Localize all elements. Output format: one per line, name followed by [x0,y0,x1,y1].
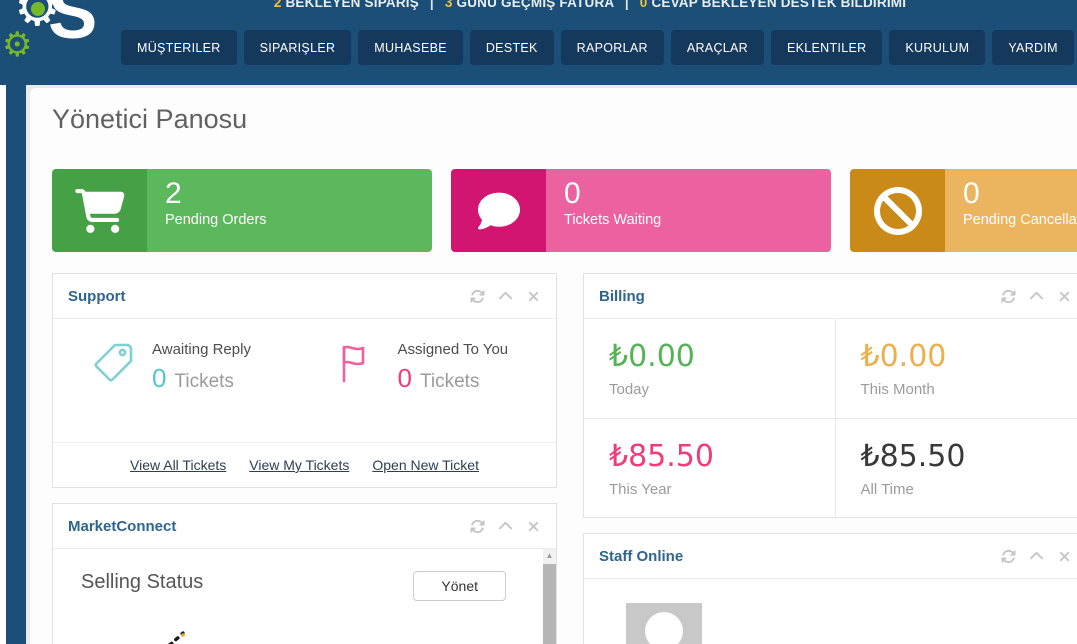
staff-online-panel-title: Staff Online [599,547,684,565]
awaiting-reply-stat: Awaiting Reply 0 Tickets [59,339,305,394]
collapse-icon[interactable] [1029,549,1044,564]
codeguard-logo [413,631,469,644]
left-sidebar-strip [6,85,26,644]
nav-item-destek[interactable]: DESTEK [469,30,554,65]
main-nav: MÜŞTERILER SIPARIŞLER MUHASEBE DESTEK RA… [121,30,1074,65]
view-all-tickets-link[interactable]: View All Tickets [130,457,227,473]
nav-item-raporlar[interactable]: RAPORLAR [560,30,664,65]
alerts-ticker: 2 BEKLEYEN SIPARIŞ | 3 GÜNÜ GEÇMIŞ FATUR… [100,0,1077,10]
top-header: 2 BEKLEYEN SIPARIŞ | 3 GÜNÜ GEÇMIŞ FATUR… [0,0,1077,85]
tickets-waiting-value: 0 [564,177,581,210]
spamexperts-logo [167,631,185,644]
nav-item-eklentiler[interactable]: EKLENTILER [771,30,883,65]
billing-today-cell: ₺0.00 Today [584,319,836,419]
support-panel: Support Awaiting Reply 0 Tickets Assigned… [52,273,557,488]
support-panel-title: Support [68,287,126,305]
open-new-ticket-link[interactable]: Open New Ticket [372,457,479,473]
scrollbar-thumb[interactable] [543,564,556,644]
pending-cancellations-label: Pending Cancellations [963,212,1077,228]
sitelock-logo [272,631,328,644]
billing-year-amount: ₺85.50 [609,439,714,474]
pending-orders-value: 2 [165,177,182,210]
tickets-waiting-card[interactable]: 0 Tickets Waiting [451,169,831,252]
staff-avatar-placeholder [626,603,702,644]
billing-month-cell: ₺0.00 This Month [835,319,1077,419]
assigned-to-you-stat: Assigned To You 0 Tickets [305,339,551,394]
selling-status-heading: Selling Status [81,571,204,593]
pending-orders-card[interactable]: 2 Pending Orders [52,169,432,252]
gear-icon: ⚙ [2,26,33,64]
billing-month-label: This Month [860,381,935,398]
app-logo[interactable]: ⚙ ⚙ S [2,0,116,82]
awaiting-reply-label: Awaiting Reply [152,341,251,358]
avatar-head-shape [645,612,683,644]
refresh-icon[interactable] [1001,549,1016,564]
refresh-icon[interactable] [470,289,485,304]
billing-month-amount: ₺0.00 [860,339,947,374]
refresh-icon[interactable] [1001,289,1016,304]
collapse-icon[interactable] [1029,289,1044,304]
nav-item-yardim[interactable]: YARDIM [992,30,1074,65]
close-icon[interactable] [526,519,541,534]
refresh-icon[interactable] [470,519,485,534]
awaiting-reply-count: 0 [152,363,167,393]
nav-item-muhasebe[interactable]: MUHASEBE [358,30,463,65]
pending-cancellations-value: 0 [963,177,980,210]
overdue-invoices-alert-label: GÜNÜ GEÇMIŞ FATURA [456,0,614,10]
scroll-up-arrow-icon[interactable]: ▲ [545,551,554,560]
nav-item-siparisler[interactable]: SIPARIŞLER [243,30,352,65]
nav-item-araclar[interactable]: ARAÇLAR [670,30,764,65]
ticker-separator: | [429,0,434,10]
pending-orders-label: Pending Orders [165,212,267,228]
tag-icon [94,343,133,382]
awaiting-tickets-count: 0 [639,0,648,10]
pending-orders-count: 2 [273,0,282,10]
tickets-waiting-label: Tickets Waiting [564,212,662,228]
close-icon[interactable] [1057,549,1072,564]
comment-icon [451,169,546,252]
manage-button[interactable]: Yönet [413,571,506,601]
close-icon[interactable] [526,289,541,304]
collapse-icon[interactable] [498,289,513,304]
billing-today-label: Today [609,381,650,398]
assigned-to-you-label: Assigned To You [397,341,509,358]
marketconnect-panel-title: MarketConnect [68,517,177,535]
left-edge-strip [0,85,6,644]
billing-year-cell: ₺85.50 This Year [584,419,836,519]
overdue-invoices-count: 3 [444,0,453,10]
nav-item-kurulum[interactable]: KURULUM [889,30,986,65]
stat-cards-row: 2 Pending Orders 0 Tickets Waiting 0 Pen… [52,169,1077,252]
scrollbar[interactable]: ▲ [543,549,556,644]
billing-year-label: This Year [609,481,672,498]
assigned-to-you-count: 0 [397,363,412,393]
logo-letter: S [48,0,98,54]
cart-icon [52,169,147,252]
billing-alltime-label: All Time [860,481,914,498]
ticker-separator: | [624,0,629,10]
pending-orders-alert-label: BEKLEYEN SIPARIŞ [285,0,419,10]
marketconnect-panel: MarketConnect Selling Status Yönet [52,503,557,644]
nav-item-musteriler[interactable]: MÜŞTERILER [121,30,237,65]
billing-alltime-amount: ₺85.50 [860,439,966,474]
awaiting-tickets-alert-label: CEVAP BEKLEYEN DESTEK BILDIRIMI [651,0,907,10]
billing-alltime-cell: ₺85.50 All Time [836,419,1077,519]
collapse-icon[interactable] [498,519,513,534]
billing-today-amount: ₺0.00 [609,339,695,374]
staff-online-panel: Staff Online [583,533,1077,644]
billing-panel: Billing ₺0.00 Today ₺0.00 This Month ₺85… [583,273,1077,519]
pending-cancellations-card[interactable]: 0 Pending Cancellations [850,169,1077,252]
billing-panel-title: Billing [599,287,645,305]
page-title: Yönetici Panosu [52,104,248,134]
close-icon[interactable] [1057,289,1072,304]
flag-icon [342,345,364,383]
gear-center-dot [31,2,45,16]
view-my-tickets-link[interactable]: View My Tickets [249,457,350,473]
ban-icon [850,169,945,252]
